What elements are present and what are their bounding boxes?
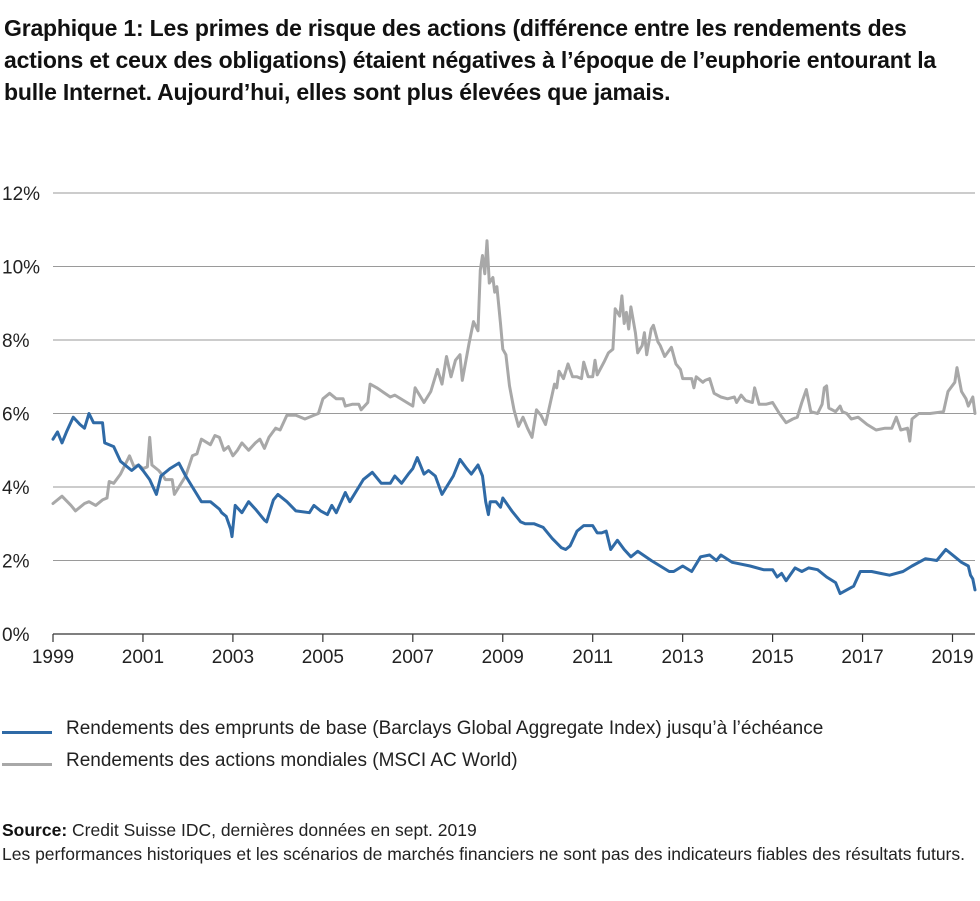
x-tick-label: 2019 bbox=[931, 647, 973, 668]
y-tick-label: 6% bbox=[2, 405, 30, 426]
legend-swatch-equity bbox=[2, 763, 52, 766]
legend-swatch-bond bbox=[2, 731, 52, 734]
y-tick-label: 0% bbox=[2, 625, 30, 646]
x-tick-label: 2009 bbox=[482, 647, 524, 668]
x-tick-label: 2011 bbox=[572, 647, 613, 668]
y-tick-label: 8% bbox=[2, 331, 30, 352]
x-tick-label: 2003 bbox=[212, 647, 254, 668]
y-tick-label: 12% bbox=[2, 184, 40, 205]
series-lines bbox=[51, 239, 977, 596]
source-text: Credit Suisse IDC, dernières données en … bbox=[72, 820, 477, 840]
source-label: Source: bbox=[2, 820, 68, 840]
legend-label-bond: Rendements des emprunts de base (Barclay… bbox=[66, 718, 824, 739]
line-chart: 0% 2% 4% 6% 8% 10% 12% 1999 2001 2003 2005 2007 200… bbox=[2, 184, 977, 668]
x-tick-label: 2005 bbox=[302, 647, 344, 668]
y-axis-tick-labels: 0% 2% 4% 6% 8% 10% 12% bbox=[2, 184, 40, 646]
x-tick-label: 2013 bbox=[662, 647, 704, 668]
x-tick-label: 2017 bbox=[841, 647, 883, 668]
y-tick-label: 4% bbox=[2, 478, 30, 499]
x-tick-label: 2015 bbox=[751, 647, 793, 668]
disclaimer: Les performances historiques et les scén… bbox=[2, 844, 965, 864]
x-tick-label: 1999 bbox=[32, 647, 74, 668]
legend-item-equity: Rendements des actions mondiales (MSCI A… bbox=[0, 748, 980, 780]
x-axis: 1999 2001 2003 2005 2007 2009 2011 2013 2015 2017… bbox=[32, 633, 975, 668]
chart-title: Graphique 1: Les primes de risque des ac… bbox=[4, 15, 936, 105]
x-tick-label: 2001 bbox=[122, 647, 164, 668]
legend: Rendements des emprunts de base (Barclay… bbox=[0, 716, 980, 780]
series-line-equity bbox=[51, 239, 977, 513]
y-tick-label: 2% bbox=[2, 552, 30, 573]
series-line-bond bbox=[51, 412, 977, 596]
y-tick-label: 10% bbox=[2, 258, 40, 279]
x-tick-label: 2007 bbox=[392, 647, 434, 668]
gridlines bbox=[53, 192, 975, 561]
footer: Source: Credit Suisse IDC, dernières don… bbox=[2, 818, 972, 866]
legend-label-equity: Rendements des actions mondiales (MSCI A… bbox=[66, 750, 518, 771]
source-line: Source: Credit Suisse IDC, dernières don… bbox=[2, 818, 972, 842]
legend-item-bond: Rendements des emprunts de base (Barclay… bbox=[0, 716, 980, 748]
